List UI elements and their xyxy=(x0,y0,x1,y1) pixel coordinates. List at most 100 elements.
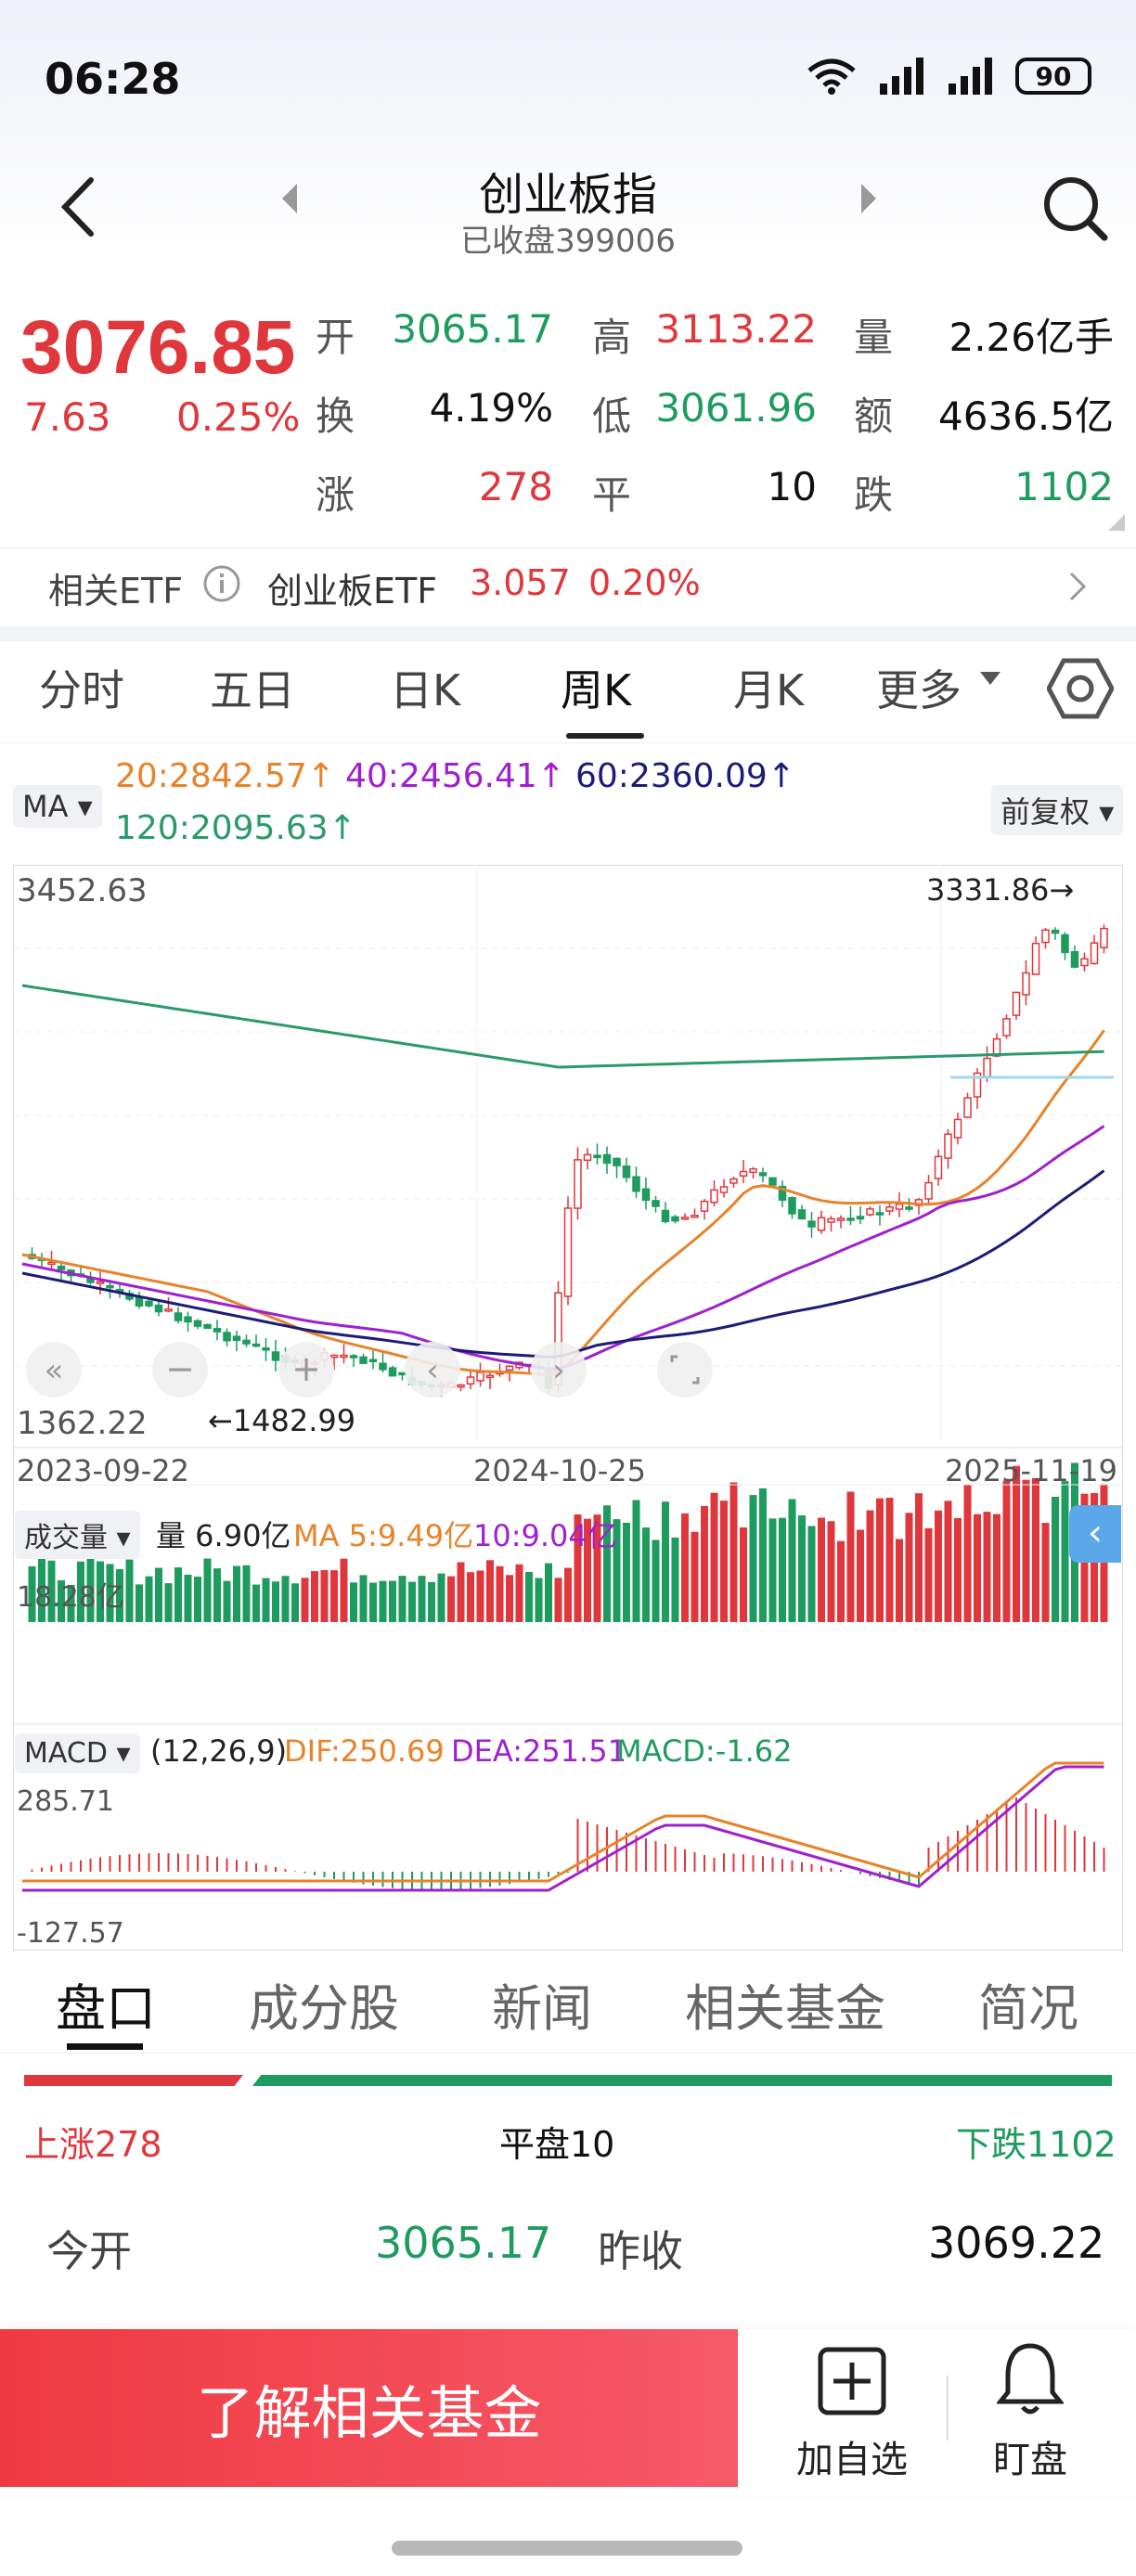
candle-body xyxy=(905,1206,913,1210)
volume-bar xyxy=(38,1558,45,1622)
scroll-right-button[interactable]: › xyxy=(531,1342,587,1397)
candle-body xyxy=(368,1359,378,1362)
tab-more[interactable]: 更多 xyxy=(876,665,962,715)
macd-selector[interactable]: MACD ▾ xyxy=(15,1733,140,1773)
volume-selector[interactable]: 成交量 ▾ xyxy=(15,1511,140,1559)
volume-bar xyxy=(515,1564,523,1622)
volume-bar xyxy=(788,1499,796,1622)
volume-bar xyxy=(525,1572,533,1622)
watch-market-label[interactable]: 盯盘 xyxy=(993,2439,1067,2481)
candle-body xyxy=(1061,934,1069,954)
svg-text:‹: ‹ xyxy=(426,1352,439,1389)
kline-chart[interactable]: « − + ‹ › xyxy=(13,865,1123,1951)
tab-related-funds[interactable]: 相关基金 xyxy=(685,1979,885,2038)
volume-bar xyxy=(106,1564,114,1622)
signal-icon-2 xyxy=(949,58,992,95)
volume-bar xyxy=(320,1570,329,1622)
volume-bar xyxy=(457,1562,465,1622)
ma20-line xyxy=(21,1029,1105,1377)
candle-body xyxy=(680,1217,690,1220)
bell-icon[interactable] xyxy=(997,2340,1064,2420)
candle-body xyxy=(788,1197,796,1215)
period-low-mark: ←1482.99 xyxy=(208,1403,356,1438)
info-icon[interactable] xyxy=(202,564,241,603)
candle-body xyxy=(875,1212,884,1216)
candle-body xyxy=(271,1351,280,1361)
down-count-value: 1102 xyxy=(1014,464,1114,509)
tab-five-day[interactable]: 五日 xyxy=(210,665,295,715)
scroll-left-button[interactable]: ‹ xyxy=(405,1342,460,1397)
candle-body xyxy=(232,1335,241,1342)
tab-profile[interactable]: 简况 xyxy=(978,1979,1078,2038)
reset-view-button[interactable] xyxy=(657,1342,713,1397)
volume-bar xyxy=(428,1581,435,1622)
adjust-selector[interactable]: 前复权 ▾ xyxy=(991,785,1124,835)
volume-bar xyxy=(846,1491,855,1622)
turnover-value: 4.19% xyxy=(429,385,553,431)
candle-body xyxy=(719,1186,729,1193)
next-index-icon[interactable] xyxy=(858,182,880,215)
volume-bar xyxy=(77,1561,84,1622)
candle-body xyxy=(856,1216,865,1220)
prev-index-icon[interactable] xyxy=(278,182,301,215)
volume-bar xyxy=(213,1568,221,1622)
candle-body xyxy=(944,1133,952,1159)
volume-bar xyxy=(866,1510,874,1622)
tab-weekly-k[interactable]: 周K xyxy=(561,665,632,715)
candle-body xyxy=(1100,927,1108,948)
volume-bar xyxy=(857,1529,864,1622)
battery-icon: 90 xyxy=(1015,58,1091,95)
period-high-mark: 3331.86→ xyxy=(926,872,1075,908)
change-amount: 7.63 xyxy=(24,394,111,440)
add-watchlist-icon[interactable] xyxy=(817,2346,887,2416)
candlesticks xyxy=(28,924,1108,1397)
volume-bar xyxy=(467,1572,474,1622)
tab-handicap[interactable]: 盘口 xyxy=(56,1979,156,2038)
status-time: 06:28 xyxy=(45,54,181,104)
tab-constituents[interactable]: 成分股 xyxy=(249,1979,399,2038)
scroll-left-fast-button[interactable]: « xyxy=(26,1342,82,1397)
volume-bar xyxy=(779,1517,786,1622)
macd-value: MACD:-1.62 xyxy=(616,1733,793,1769)
candle-body xyxy=(1070,950,1079,968)
related-etf-bar[interactable] xyxy=(0,547,1136,626)
ma-selector[interactable]: MA ▾ xyxy=(13,785,102,828)
etf-label: 相关ETF xyxy=(48,571,184,612)
zoom-in-button[interactable]: + xyxy=(278,1342,334,1397)
volume-bar xyxy=(350,1582,357,1622)
candle-body xyxy=(661,1209,670,1223)
search-icon[interactable] xyxy=(1039,173,1110,243)
volume-bar xyxy=(837,1540,845,1622)
volume-bar xyxy=(116,1568,123,1622)
volume-bar xyxy=(330,1570,338,1622)
tab-news[interactable]: 新闻 xyxy=(492,1979,592,2038)
add-watchlist-label[interactable]: 加自选 xyxy=(796,2439,908,2481)
expand-corner-icon[interactable] xyxy=(1106,512,1127,533)
up-count-label: 涨 xyxy=(316,472,355,518)
volume-bar xyxy=(164,1583,173,1622)
volume-bar xyxy=(1022,1479,1030,1622)
status-icons: 90 xyxy=(806,58,1091,95)
settings-icon[interactable] xyxy=(1047,655,1114,722)
candle-body xyxy=(710,1189,718,1204)
y-axis-max: 3452.63 xyxy=(17,872,148,909)
tab-daily-k[interactable]: 日K xyxy=(390,665,461,715)
tabs-divider xyxy=(0,742,1136,743)
zoom-out-button[interactable]: − xyxy=(152,1342,208,1397)
candle-body xyxy=(262,1347,270,1351)
tab-indicator xyxy=(566,733,644,739)
tab-intraday[interactable]: 分时 xyxy=(39,665,124,715)
zoom-controls: « − + ‹ › xyxy=(26,1342,713,1397)
candle-body xyxy=(252,1343,261,1347)
change-percent: 0.25% xyxy=(176,394,301,440)
learn-funds-button[interactable]: 了解相关基金 xyxy=(0,2329,738,2487)
collapse-panel-button[interactable]: ‹ xyxy=(1069,1505,1121,1563)
volume-bar xyxy=(915,1493,923,1622)
volume-bar xyxy=(798,1515,806,1622)
chart-gridlines xyxy=(13,865,1123,1440)
candle-body xyxy=(671,1216,679,1222)
candle-body xyxy=(242,1339,251,1345)
candle-body xyxy=(739,1170,748,1177)
tab-monthly-k[interactable]: 月K xyxy=(733,665,805,715)
back-icon[interactable] xyxy=(56,174,102,239)
